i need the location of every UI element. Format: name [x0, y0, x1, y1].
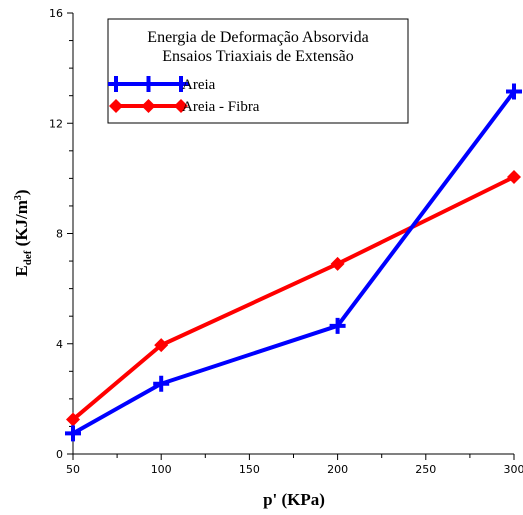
data-point-diamond: [109, 99, 123, 113]
data-point-diamond: [154, 338, 169, 353]
y-tick-label: 8: [56, 228, 63, 241]
y-tick-label: 0: [56, 448, 63, 461]
x-tick-label: 100: [151, 463, 172, 476]
data-point-diamond: [174, 99, 188, 113]
data-point-diamond: [507, 169, 521, 184]
y-tick-label: 16: [49, 7, 63, 20]
data-point-plus: [329, 317, 346, 334]
legend-title-line: Ensaios Triaxiais de Extensão: [162, 48, 354, 65]
y-axis-title-end: ): [12, 189, 31, 195]
legend-label: Areia: [182, 77, 216, 93]
y-axis-title-unit: (KJ/m: [12, 200, 31, 251]
data-point-plus: [65, 425, 81, 442]
y-axis-title-superscript: 3: [13, 195, 24, 200]
series-areia-fibra: [66, 169, 521, 427]
data-point-plus: [153, 375, 170, 392]
legend: Energia de Deformação Absorvida Ensaios T…: [107, 18, 409, 124]
axes: 50 100 150 200 250 300 0 4 8 12 16: [49, 7, 523, 476]
x-tick-label: 250: [415, 463, 436, 476]
data-point-plus: [506, 83, 522, 100]
y-axis-title: Edef (KJ/m3): [12, 189, 34, 276]
series-line: [72, 90, 516, 436]
series-areia: [65, 83, 522, 442]
legend-entry: Areia: [108, 76, 216, 93]
y-tick-label: 4: [56, 338, 63, 351]
legend-entry: Areia - Fibra: [109, 99, 260, 115]
data-point-diamond: [141, 99, 156, 113]
y-tick-label: 12: [49, 117, 63, 130]
y-axis-title-main: E: [12, 265, 31, 276]
data-point-plus: [140, 76, 157, 92]
series-layer: [65, 83, 522, 442]
x-tick-label: 150: [239, 463, 260, 476]
x-tick-label: 200: [327, 463, 348, 476]
x-axis-title: p' (KPa): [263, 490, 325, 509]
legend-label: Areia - Fibra: [182, 99, 260, 115]
x-tick-label: 300: [504, 463, 523, 476]
data-point-plus: [108, 76, 124, 92]
data-point-diamond: [330, 256, 345, 271]
data-point-diamond: [66, 412, 80, 427]
x-tick-label: 50: [66, 463, 80, 476]
data-point-plus: [173, 76, 189, 92]
series-line: [71, 175, 515, 422]
y-axis-title-subscript: def: [22, 250, 34, 265]
legend-title-line: Energia de Deformação Absorvida: [147, 29, 368, 46]
